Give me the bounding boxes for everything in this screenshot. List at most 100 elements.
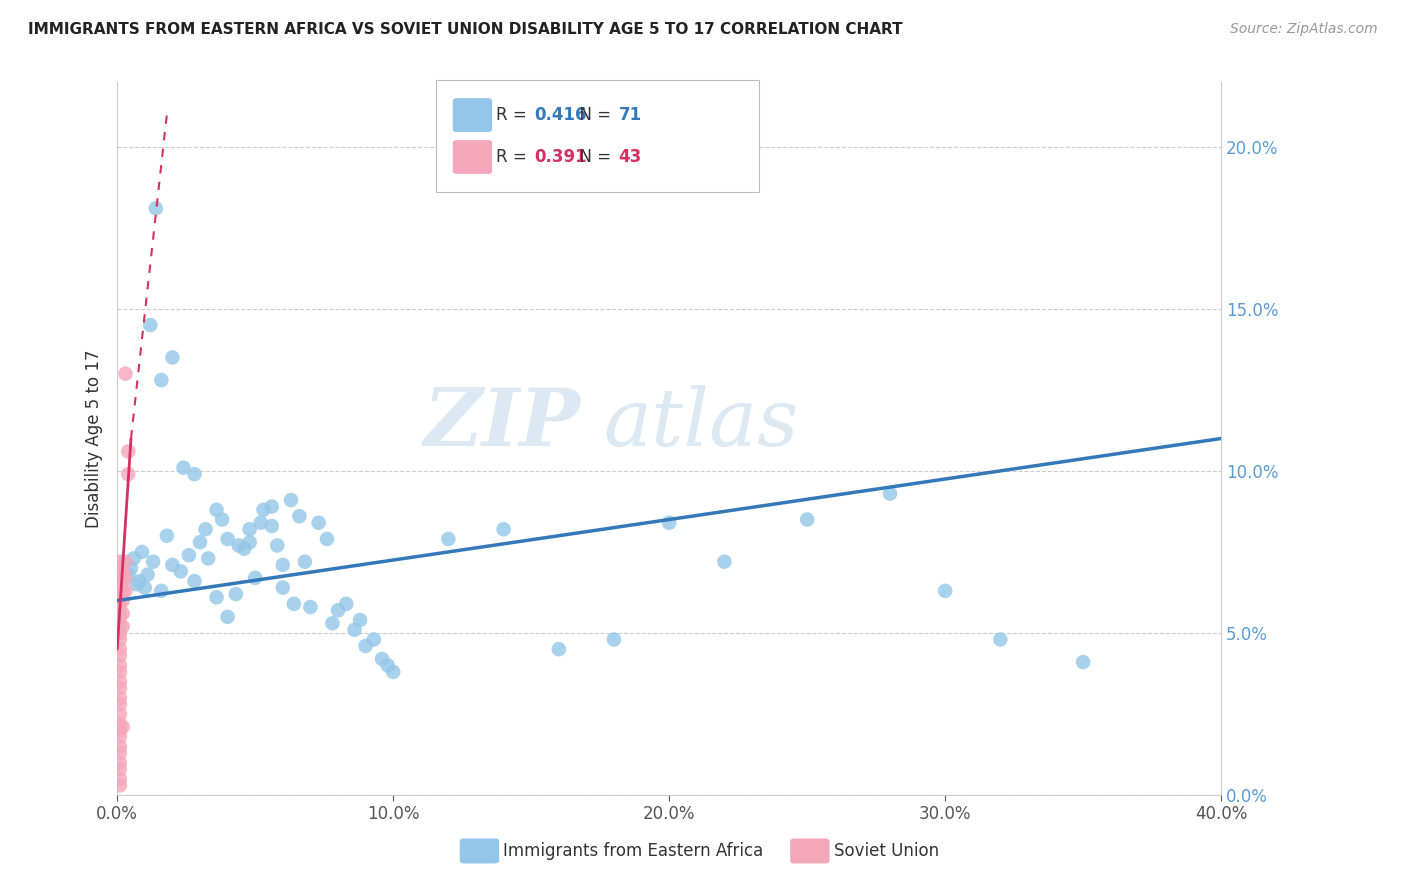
Point [233,541,256,556]
Text: 0.391: 0.391 [534,148,586,166]
Text: R =: R = [496,148,533,166]
Point [114,555,136,569]
Point [111,583,134,598]
Point [183,467,205,482]
Point [205,591,228,605]
Text: Immigrants from Eastern Africa: Immigrants from Eastern Africa [503,842,763,860]
Point [239,522,262,536]
Point [108,746,131,760]
Point [142,555,165,569]
Point [108,723,131,738]
Point [156,529,179,543]
Point [271,581,294,595]
Text: R =: R = [496,106,533,124]
Point [114,367,136,381]
Point [988,632,1011,647]
Text: IMMIGRANTS FROM EASTERN AFRICA VS SOVIET UNION DISABILITY AGE 5 TO 17 CORRELATIO: IMMIGRANTS FROM EASTERN AFRICA VS SOVIET… [28,22,903,37]
Point [108,658,131,673]
Y-axis label: Disability Age 5 to 17: Disability Age 5 to 17 [86,350,103,528]
Point [108,593,131,607]
Point [150,583,173,598]
Point [131,545,153,559]
Text: 0.416: 0.416 [534,106,586,124]
Point [108,716,131,731]
Point [211,512,233,526]
Point [371,652,394,666]
Point [108,756,131,770]
Text: ZIP: ZIP [425,385,581,463]
Point [349,613,371,627]
Point [205,503,228,517]
Point [934,583,956,598]
Point [249,516,271,530]
Point [108,674,131,689]
Point [252,503,274,517]
Point [603,632,626,647]
Text: Source: ZipAtlas.com: Source: ZipAtlas.com [1230,22,1378,37]
Point [260,519,283,533]
Point [125,577,148,591]
Text: N =: N = [569,148,617,166]
Point [117,467,139,482]
Point [271,558,294,572]
Point [108,706,131,721]
Point [197,551,219,566]
Point [177,548,200,562]
Text: 43: 43 [619,148,643,166]
Point [108,577,131,591]
Point [122,551,145,566]
Point [139,318,162,332]
Point [316,532,339,546]
Point [111,593,134,607]
Point [111,565,134,579]
Point [225,587,247,601]
Point [117,567,139,582]
Point [145,202,167,216]
Point [108,778,131,792]
Point [377,658,399,673]
Point [136,567,159,582]
Point [134,581,156,595]
Point [217,532,239,546]
Point [299,600,322,615]
Point [547,642,569,657]
Text: N =: N = [569,106,617,124]
Point [108,609,131,624]
Point [183,574,205,588]
Point [108,690,131,705]
Point [326,603,349,617]
Point [169,565,191,579]
Point [228,538,250,552]
Point [108,772,131,786]
Point [108,681,131,695]
Point [111,720,134,734]
Point [658,516,681,530]
Point [128,574,150,588]
Point [108,619,131,633]
Point [111,619,134,633]
Point [217,609,239,624]
Point [114,571,136,585]
Point [321,616,343,631]
Point [382,665,405,679]
Point [108,626,131,640]
Point [239,535,262,549]
Point [108,632,131,647]
Point [294,555,316,569]
Point [108,762,131,776]
Point [108,698,131,712]
Point [108,642,131,657]
Point [108,561,131,575]
Point [437,532,460,546]
Point [108,567,131,582]
Point [114,583,136,598]
Point [354,639,377,653]
Point [260,500,283,514]
Point [150,373,173,387]
Point [108,600,131,615]
Point [108,730,131,744]
Point [188,535,211,549]
Point [108,665,131,679]
Point [288,509,311,524]
Point [111,574,134,588]
